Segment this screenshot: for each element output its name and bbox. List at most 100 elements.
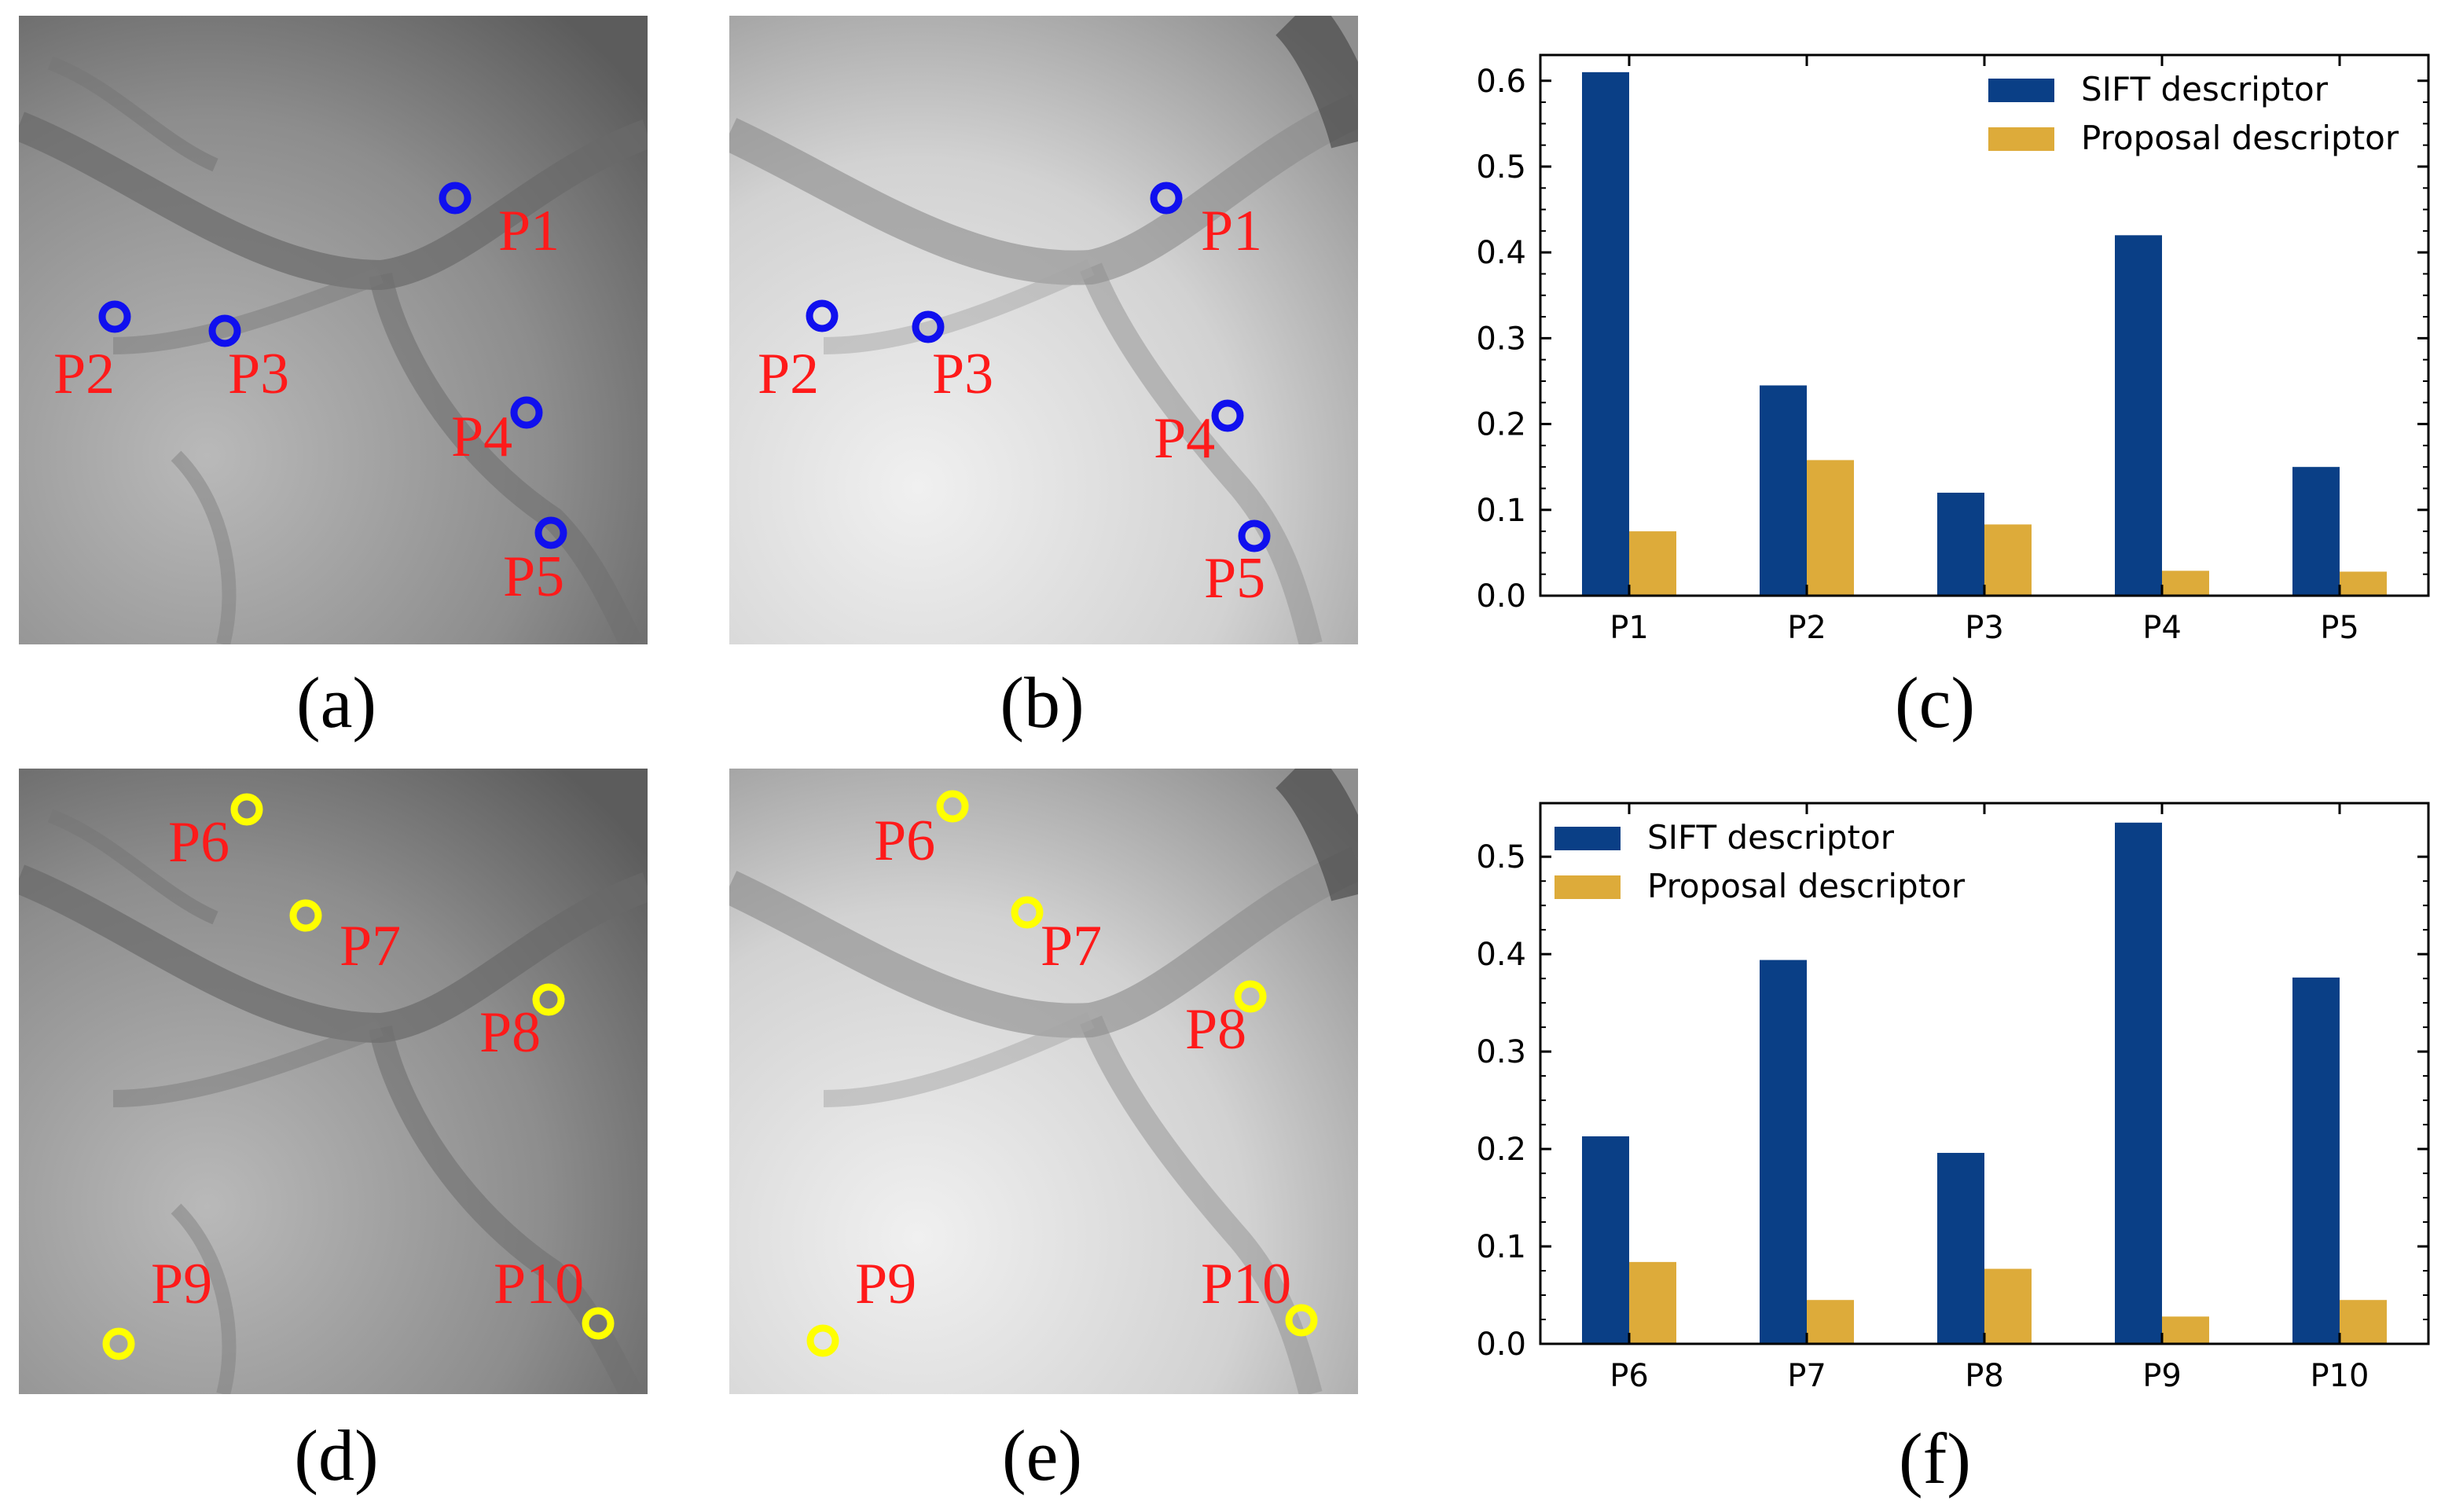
y-tick-label: 0.0 (1476, 578, 1526, 615)
keypoint-marker (532, 983, 565, 1016)
bar-sift-p8 (1937, 1153, 1984, 1344)
keypoint-marker (1285, 1304, 1318, 1337)
point-label: P3 (228, 342, 289, 406)
legend-swatch (1555, 875, 1621, 899)
y-tick-label: 0.4 (1476, 235, 1526, 271)
bar-proposal-p7 (1807, 1300, 1854, 1344)
y-tick-label: 0.0 (1476, 1327, 1526, 1363)
panel-b: P1 P2 P3 P4 P5 (729, 16, 1358, 644)
keypoint-marker (102, 1327, 135, 1360)
point-label: P2 (758, 342, 819, 406)
point-label: P10 (494, 1252, 584, 1316)
x-tick-label-p3: P3 (1965, 610, 2004, 646)
keypoint-marker (806, 299, 839, 332)
x-tick-label-p10: P10 (2310, 1358, 2369, 1394)
bar-sift-p7 (1760, 960, 1807, 1344)
y-tick-label: 0.1 (1476, 1229, 1526, 1265)
point-label: P8 (1185, 997, 1246, 1062)
keypoint-marker (534, 516, 567, 549)
point-label: P7 (340, 914, 401, 978)
bar-proposal-p6 (1629, 1261, 1676, 1344)
keypoint-marker (510, 396, 543, 429)
bar-chart-f: 0.0 0.1 0.2 0.3 0.4 0.5 P6 P7 P8 P9 P10 SIFT descri… (1476, 802, 2430, 1394)
point-label: P1 (1201, 199, 1262, 263)
bar-proposal-p2 (1807, 460, 1854, 596)
point-label: P9 (151, 1252, 212, 1316)
keypoint-marker (1238, 519, 1271, 552)
legend-swatch (1988, 79, 2054, 102)
keypoint-marker (439, 182, 472, 215)
markers-e: P6 P7 P8 P9 P10 (806, 790, 1318, 1357)
bar-proposal-p4 (2162, 571, 2209, 596)
caption-c: (c) (1894, 662, 1976, 743)
keypoint-marker (98, 300, 131, 333)
bar-proposal-p10 (2340, 1300, 2387, 1344)
caption-d: (d) (294, 1415, 379, 1495)
point-label: P2 (53, 342, 115, 406)
panel-e: P6 P7 P8 P9 P10 (729, 769, 1358, 1394)
point-label: P4 (451, 405, 512, 469)
keypoint-marker (1211, 399, 1244, 432)
bar-sift-p6 (1582, 1136, 1629, 1344)
bar-chart-c: 0.0 0.1 0.2 0.3 0.4 0.5 0.6 P1 P2 P3 P4 P5 SIFT desc… (1476, 53, 2430, 646)
caption-f: (f) (1899, 1418, 1971, 1499)
keypoint-marker (1234, 980, 1267, 1013)
bar-sift-p1 (1582, 72, 1629, 596)
keypoint-marker (289, 899, 322, 932)
caption-b: (b) (1000, 662, 1085, 743)
keypoint-marker (230, 793, 263, 826)
point-label: P10 (1201, 1252, 1291, 1316)
keypoint-marker (1150, 182, 1183, 215)
legend-swatch (1555, 827, 1621, 850)
caption-a: (a) (295, 662, 377, 743)
x-tick-label-p5: P5 (2320, 610, 2359, 646)
keypoint-marker (806, 1324, 839, 1357)
bar-proposal-p3 (1984, 524, 2032, 596)
bar-proposal-p8 (1984, 1268, 2032, 1344)
point-label: P9 (855, 1252, 916, 1316)
x-tick-label-p8: P8 (1965, 1358, 2004, 1394)
point-label: P4 (1154, 406, 1215, 471)
legend-label: SIFT descriptor (1647, 818, 1895, 857)
point-label: P7 (1041, 914, 1102, 978)
x-tick-label-p7: P7 (1787, 1358, 1826, 1394)
caption-e: (e) (1001, 1415, 1083, 1495)
y-tick-label: 0.3 (1476, 321, 1526, 357)
x-tick-label-p1: P1 (1610, 610, 1649, 646)
point-label: P6 (874, 809, 935, 873)
y-tick-label: 0.2 (1476, 1132, 1526, 1168)
bar-sift-p5 (2292, 467, 2340, 596)
bar-sift-p9 (2115, 822, 2162, 1344)
bar-sift-p2 (1760, 385, 1807, 596)
x-tick-label-p9: P9 (2142, 1358, 2182, 1394)
legend-swatch (1988, 127, 2054, 151)
x-tick-label-p6: P6 (1610, 1358, 1649, 1394)
y-tick-label: 0.6 (1476, 64, 1526, 100)
terrain-image-e (729, 769, 1358, 1394)
keypoint-marker (208, 314, 241, 347)
legend-label: SIFT descriptor (2081, 70, 2329, 108)
bar-proposal-p9 (2162, 1316, 2209, 1344)
point-label: P8 (479, 1000, 541, 1065)
keypoint-marker (582, 1307, 615, 1340)
markers-d: P6 P7 P8 P9 P10 (102, 793, 615, 1360)
x-tick-label-p2: P2 (1787, 610, 1826, 646)
y-tick-label: 0.3 (1476, 1034, 1526, 1070)
panel-a: P1 P2 P3 P4 P5 (19, 16, 648, 644)
keypoint-marker (936, 790, 969, 823)
terrain-image-b (729, 16, 1358, 644)
markers-b: P1 P2 P3 P4 P5 (758, 182, 1271, 611)
markers-a: P1 P2 P3 P4 P5 (53, 182, 567, 609)
x-tick-label-p4: P4 (2142, 610, 2182, 646)
point-label: P6 (168, 810, 229, 875)
panel-d: P6 P7 P8 P9 P10 (19, 769, 648, 1394)
point-label: P5 (503, 545, 564, 609)
y-tick-label: 0.1 (1476, 493, 1526, 529)
bar-sift-p4 (2115, 235, 2162, 596)
point-label: P3 (932, 342, 993, 406)
point-label: P5 (1204, 546, 1265, 611)
bar-sift-p10 (2292, 977, 2340, 1344)
keypoint-marker (912, 310, 945, 343)
point-label: P1 (498, 199, 560, 263)
legend-label: Proposal descriptor (1647, 867, 1966, 905)
